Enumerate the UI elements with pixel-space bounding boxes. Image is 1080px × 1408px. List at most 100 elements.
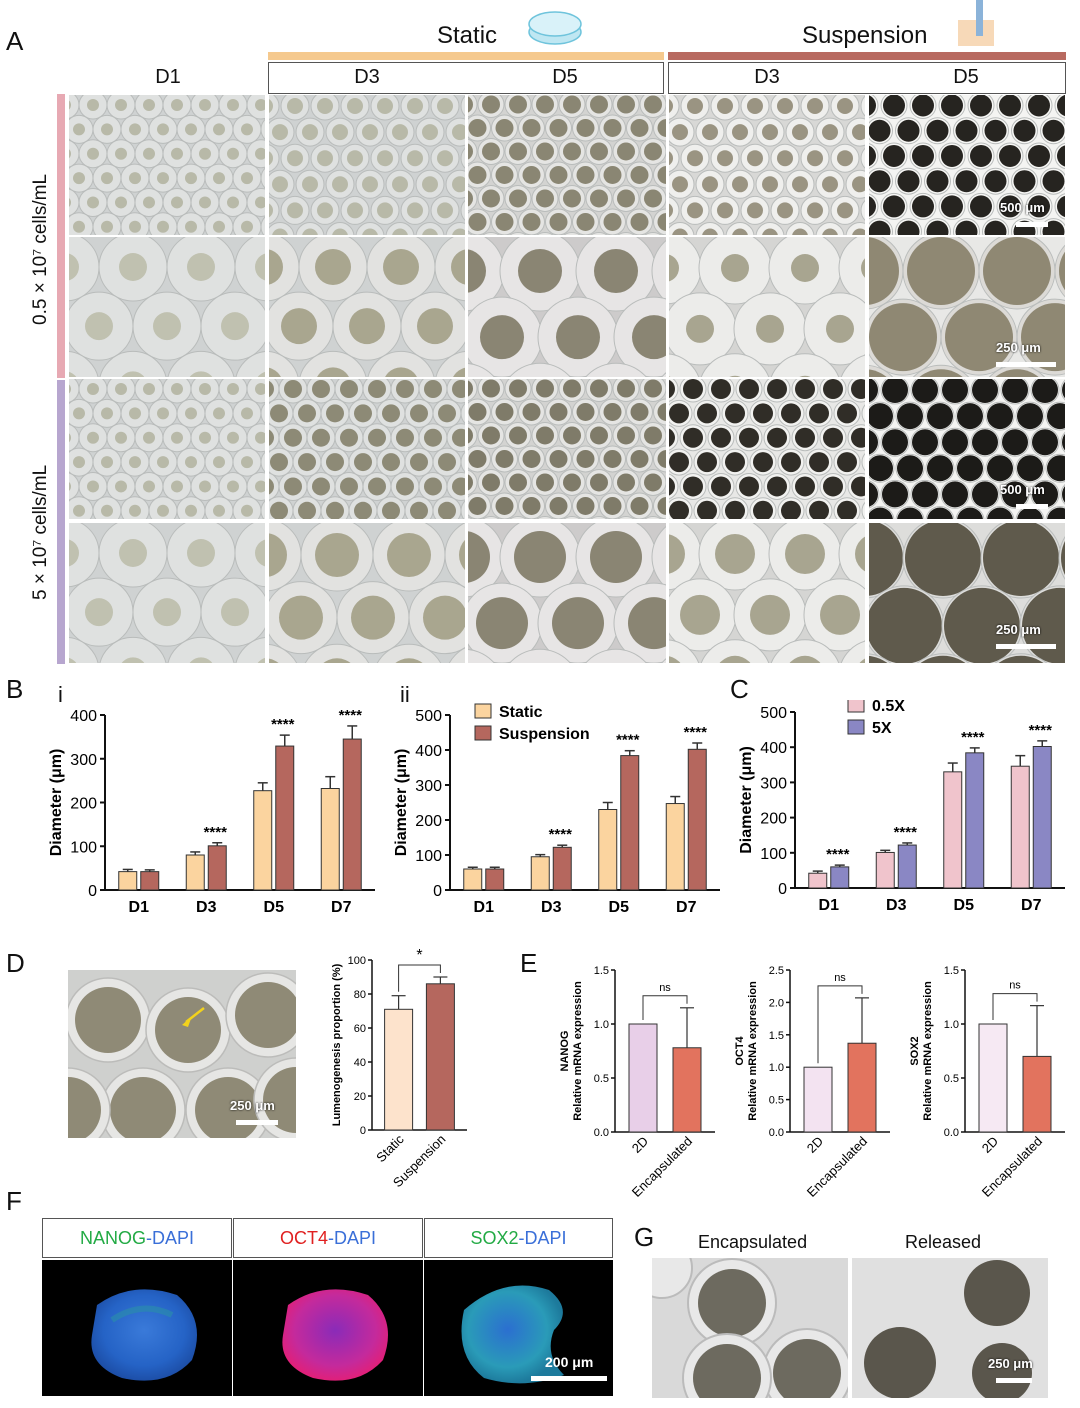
f-marker-sox2: SOX2 <box>470 1228 519 1248</box>
bar <box>275 745 295 891</box>
bar <box>978 1023 1008 1133</box>
y-axis-label: Relative mRNA expression <box>747 981 759 1121</box>
y-axis-label: Lumenogenesis proportion (%) <box>331 963 343 1126</box>
bar <box>830 866 850 889</box>
scalebar-label-a4: 250 μm <box>996 622 1041 637</box>
f-label-nanog: NANOG-DAPI <box>42 1228 232 1249</box>
scalebar-label-a3: 500 μm <box>1000 482 1045 497</box>
bar <box>1010 765 1030 889</box>
bar <box>1022 1055 1052 1133</box>
y-tick-label: 0 <box>360 1125 366 1137</box>
y-tick-label: 1.5 <box>944 965 959 977</box>
bar <box>552 846 572 891</box>
y-tick-label: 20 <box>354 1091 366 1103</box>
y-tick-label: 0.0 <box>594 1127 609 1139</box>
lumen-micrograph <box>68 970 296 1138</box>
micrograph-tile <box>467 378 667 520</box>
legend-label: 5X <box>872 720 892 737</box>
chart-e-oct4: 0.0 0.5 1.0 1.5 2.0 2.5 Relative mRNA expressi… <box>734 965 890 1200</box>
suspension-bar <box>668 52 1066 60</box>
bar <box>897 844 917 889</box>
x-tick-label: D3 <box>541 899 562 916</box>
significance-bracket <box>817 985 863 1064</box>
y-tick-label: 1.5 <box>594 965 609 977</box>
fluorescence-sox2 <box>424 1260 613 1396</box>
f-dapi-oct4: -DAPI <box>328 1228 377 1248</box>
bar <box>530 856 550 891</box>
x-tick-label: D1 <box>129 899 150 916</box>
col-header-static-d3: D3 <box>354 66 380 88</box>
fluorescence-nanog <box>42 1260 232 1396</box>
bar <box>485 868 505 891</box>
bar <box>463 868 483 891</box>
scalebar-label-a1: 500 μm <box>1000 200 1045 215</box>
col-header-d1: D1 <box>155 66 181 88</box>
y-tick-label: 400 <box>70 708 97 725</box>
col-header-suspension-d3: D3 <box>754 66 780 88</box>
significance-label: ns <box>659 982 671 994</box>
micrograph-tile <box>68 378 266 520</box>
row1-label: 0.5 × 10⁷ cells/mL <box>30 173 51 325</box>
significance-bracket <box>642 995 688 1020</box>
micrograph-tile <box>868 522 1066 664</box>
scalebar-label-a2: 250 μm <box>996 340 1041 355</box>
y-tick-label: 2.5 <box>769 965 784 977</box>
scalebar-a4 <box>996 644 1056 649</box>
y-tick-label: 2.0 <box>769 997 784 1009</box>
legend-swatch <box>847 719 865 735</box>
gene-label: NANOG <box>559 1031 571 1072</box>
y-tick-label: 200 <box>760 811 787 828</box>
petri-dish-icon <box>528 11 582 45</box>
bar <box>118 871 138 891</box>
bar <box>875 851 895 889</box>
y-tick-label: 0.5 <box>769 1095 784 1107</box>
legend-label: Static <box>499 704 543 721</box>
f-dapi-nanog: -DAPI <box>146 1228 195 1248</box>
suspension-header-box <box>668 62 1066 94</box>
micrograph-tile <box>668 94 866 236</box>
f-marker-nanog: NANOG <box>79 1228 146 1248</box>
bar <box>342 738 362 891</box>
f-label-sox2: SOX2-DAPI <box>424 1228 613 1249</box>
g-label-released: Released <box>905 1232 982 1252</box>
scalebar-label-f: 200 μm <box>545 1354 594 1370</box>
bar <box>598 809 618 891</box>
significance-label: ns <box>834 972 846 984</box>
significance-label: * <box>416 947 422 964</box>
scalebar-label-d: 250 μm <box>230 1098 275 1113</box>
legend-swatch <box>474 725 492 741</box>
significance-bracket <box>992 993 1038 1020</box>
y-tick-label: 500 <box>415 708 442 725</box>
significance-label: **** <box>339 707 363 724</box>
x-tick-label: 2D <box>629 1134 651 1156</box>
panel-label-c: C <box>730 674 749 704</box>
micrograph-tile <box>68 522 266 664</box>
y-tick-label: 40 <box>354 1057 366 1069</box>
micrograph-tile <box>68 94 266 236</box>
bar <box>628 1023 658 1133</box>
bar <box>253 790 273 891</box>
f-label-oct4: OCT4-DAPI <box>233 1228 423 1249</box>
micrograph-tile <box>868 378 1066 520</box>
y-tick-label: 0.0 <box>769 1127 784 1139</box>
gene-label: OCT4 <box>734 1035 746 1065</box>
fluorescence-oct4 <box>233 1260 423 1396</box>
y-axis-label: Relative mRNA expression <box>922 981 934 1121</box>
scalebar-a3 <box>1016 504 1048 509</box>
col-header-suspension-d5: D5 <box>953 66 979 88</box>
bar <box>140 871 160 891</box>
significance-label: **** <box>271 716 295 733</box>
y-tick-label: 100 <box>415 848 442 865</box>
x-tick-label: D3 <box>196 899 217 916</box>
micrograph-released <box>852 1258 1048 1398</box>
panel-label-b: B <box>6 674 24 704</box>
y-tick-label: 0 <box>778 881 787 898</box>
micrograph-tile <box>68 236 266 378</box>
y-tick-label: 80 <box>354 989 366 1001</box>
micrograph-tile <box>268 378 466 520</box>
x-tick-label: D1 <box>819 897 840 914</box>
gene-label: SOX2 <box>909 1036 921 1065</box>
bar <box>965 752 985 889</box>
g-label-encapsulated: Encapsulated <box>698 1232 808 1252</box>
x-tick-label: D7 <box>676 899 697 916</box>
